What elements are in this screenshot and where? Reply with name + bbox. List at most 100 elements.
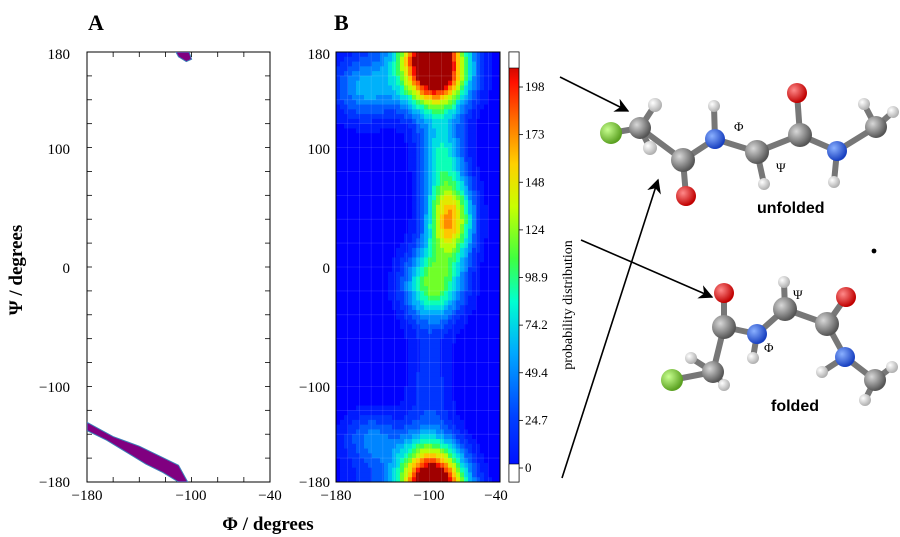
heatmap-cell bbox=[392, 472, 397, 478]
heatmap-cell bbox=[424, 243, 429, 249]
heatmap-cell bbox=[428, 405, 433, 411]
heatmap-cell bbox=[388, 477, 393, 482]
heatmap-cell bbox=[452, 75, 457, 82]
heatmap-cell bbox=[360, 118, 365, 125]
heatmap-cell bbox=[380, 348, 385, 354]
heatmap-cell bbox=[396, 161, 401, 168]
heatmap-cell bbox=[440, 410, 445, 416]
heatmap-cell bbox=[384, 290, 389, 297]
heatmap-cell bbox=[476, 338, 481, 345]
heatmap-cell bbox=[368, 66, 373, 72]
heatmap-cell bbox=[448, 271, 453, 278]
heatmap-cell bbox=[488, 224, 493, 230]
heatmap-cell bbox=[408, 185, 413, 192]
heatmap-cell bbox=[440, 90, 445, 96]
heatmap-cell bbox=[464, 133, 469, 139]
heatmap-cell bbox=[460, 190, 465, 196]
heatmap-cell bbox=[352, 56, 357, 63]
heatmap-cell bbox=[344, 391, 349, 397]
heatmap-cell bbox=[360, 147, 365, 153]
heatmap-cell bbox=[372, 66, 377, 72]
heatmap-cell bbox=[424, 262, 429, 268]
heatmap-cell bbox=[420, 118, 425, 125]
heatmap-cell bbox=[472, 295, 477, 302]
heatmap-cell bbox=[388, 462, 393, 469]
heatmap-cell bbox=[380, 357, 385, 364]
heatmap-cell bbox=[460, 434, 465, 440]
heatmap-cell bbox=[368, 357, 373, 364]
heatmap-cell bbox=[432, 114, 437, 120]
heatmap-cell bbox=[492, 405, 497, 411]
heatmap-cell bbox=[472, 372, 477, 378]
heatmap-cell bbox=[424, 271, 429, 278]
heatmap-cell bbox=[352, 262, 357, 268]
heatmap-cell bbox=[384, 453, 389, 459]
heatmap-cell bbox=[472, 262, 477, 268]
heatmap-cell bbox=[440, 367, 445, 373]
heatmap-cell bbox=[376, 271, 381, 278]
heatmap-cell bbox=[376, 204, 381, 211]
heatmap-cell bbox=[408, 166, 413, 173]
heatmap-cell bbox=[456, 61, 461, 67]
heatmap-cell bbox=[336, 90, 341, 96]
heatmap-cell bbox=[432, 386, 437, 392]
heatmap-cell bbox=[484, 386, 489, 392]
heatmap-cell bbox=[336, 276, 341, 282]
heatmap-cell bbox=[396, 405, 401, 411]
heatmap-cell bbox=[336, 271, 341, 278]
heatmap-cell bbox=[400, 458, 405, 464]
heatmap-cell bbox=[400, 262, 405, 268]
heatmap-cell bbox=[372, 305, 377, 311]
heatmap-cell bbox=[380, 138, 385, 144]
heatmap-cell bbox=[444, 271, 449, 278]
heatmap-cell bbox=[484, 448, 489, 454]
heatmap-cell bbox=[404, 281, 409, 287]
heatmap-cell bbox=[472, 99, 477, 106]
heatmap-cell bbox=[356, 405, 361, 411]
heatmap-cell bbox=[448, 472, 453, 478]
heatmap-cell bbox=[440, 66, 445, 72]
heatmap-cell bbox=[376, 247, 381, 254]
heatmap-cell bbox=[460, 85, 465, 91]
heatmap-cell bbox=[452, 357, 457, 364]
heatmap-cell bbox=[424, 133, 429, 139]
heatmap-cell bbox=[412, 338, 417, 345]
heatmap-cell bbox=[356, 233, 361, 239]
heatmap-cell bbox=[348, 181, 353, 187]
heatmap-cell bbox=[424, 286, 429, 292]
heatmap-cell bbox=[400, 415, 405, 421]
heatmap-cell bbox=[348, 257, 353, 263]
heatmap-cell bbox=[388, 305, 393, 311]
heatmap-cell bbox=[444, 181, 449, 187]
heatmap-cell bbox=[348, 286, 353, 292]
heatmap-cell bbox=[340, 128, 345, 134]
heatmap-cell bbox=[404, 214, 409, 220]
heatmap-cell bbox=[416, 118, 421, 125]
heatmap-cell bbox=[448, 147, 453, 153]
heatmap-cell bbox=[388, 61, 393, 67]
heatmap-cell bbox=[344, 85, 349, 91]
heatmap-cell bbox=[436, 300, 441, 306]
heatmap-cell bbox=[452, 448, 457, 454]
heatmap-cell bbox=[392, 295, 397, 302]
heatmap-cell bbox=[364, 448, 369, 454]
heatmap-cell bbox=[364, 104, 369, 110]
heatmap-cell bbox=[380, 386, 385, 392]
heatmap-cell bbox=[416, 343, 421, 349]
heatmap-cell bbox=[420, 85, 425, 91]
heatmap-cell bbox=[440, 353, 445, 359]
heatmap-cell bbox=[452, 333, 457, 340]
heatmap-cell bbox=[480, 262, 485, 268]
heatmap-cell bbox=[352, 147, 357, 153]
heatmap-cell bbox=[444, 262, 449, 268]
heatmap-cell bbox=[336, 85, 341, 91]
heatmap-cell bbox=[428, 424, 433, 431]
heatmap-cell bbox=[472, 462, 477, 469]
heatmap-cell bbox=[384, 305, 389, 311]
heatmap-cell bbox=[468, 219, 473, 225]
heatmap-cell bbox=[492, 372, 497, 378]
heatmap-cell bbox=[368, 467, 373, 474]
heatmap-cell bbox=[396, 343, 401, 349]
heatmap-cell bbox=[464, 233, 469, 239]
heatmap-cell bbox=[368, 118, 373, 125]
